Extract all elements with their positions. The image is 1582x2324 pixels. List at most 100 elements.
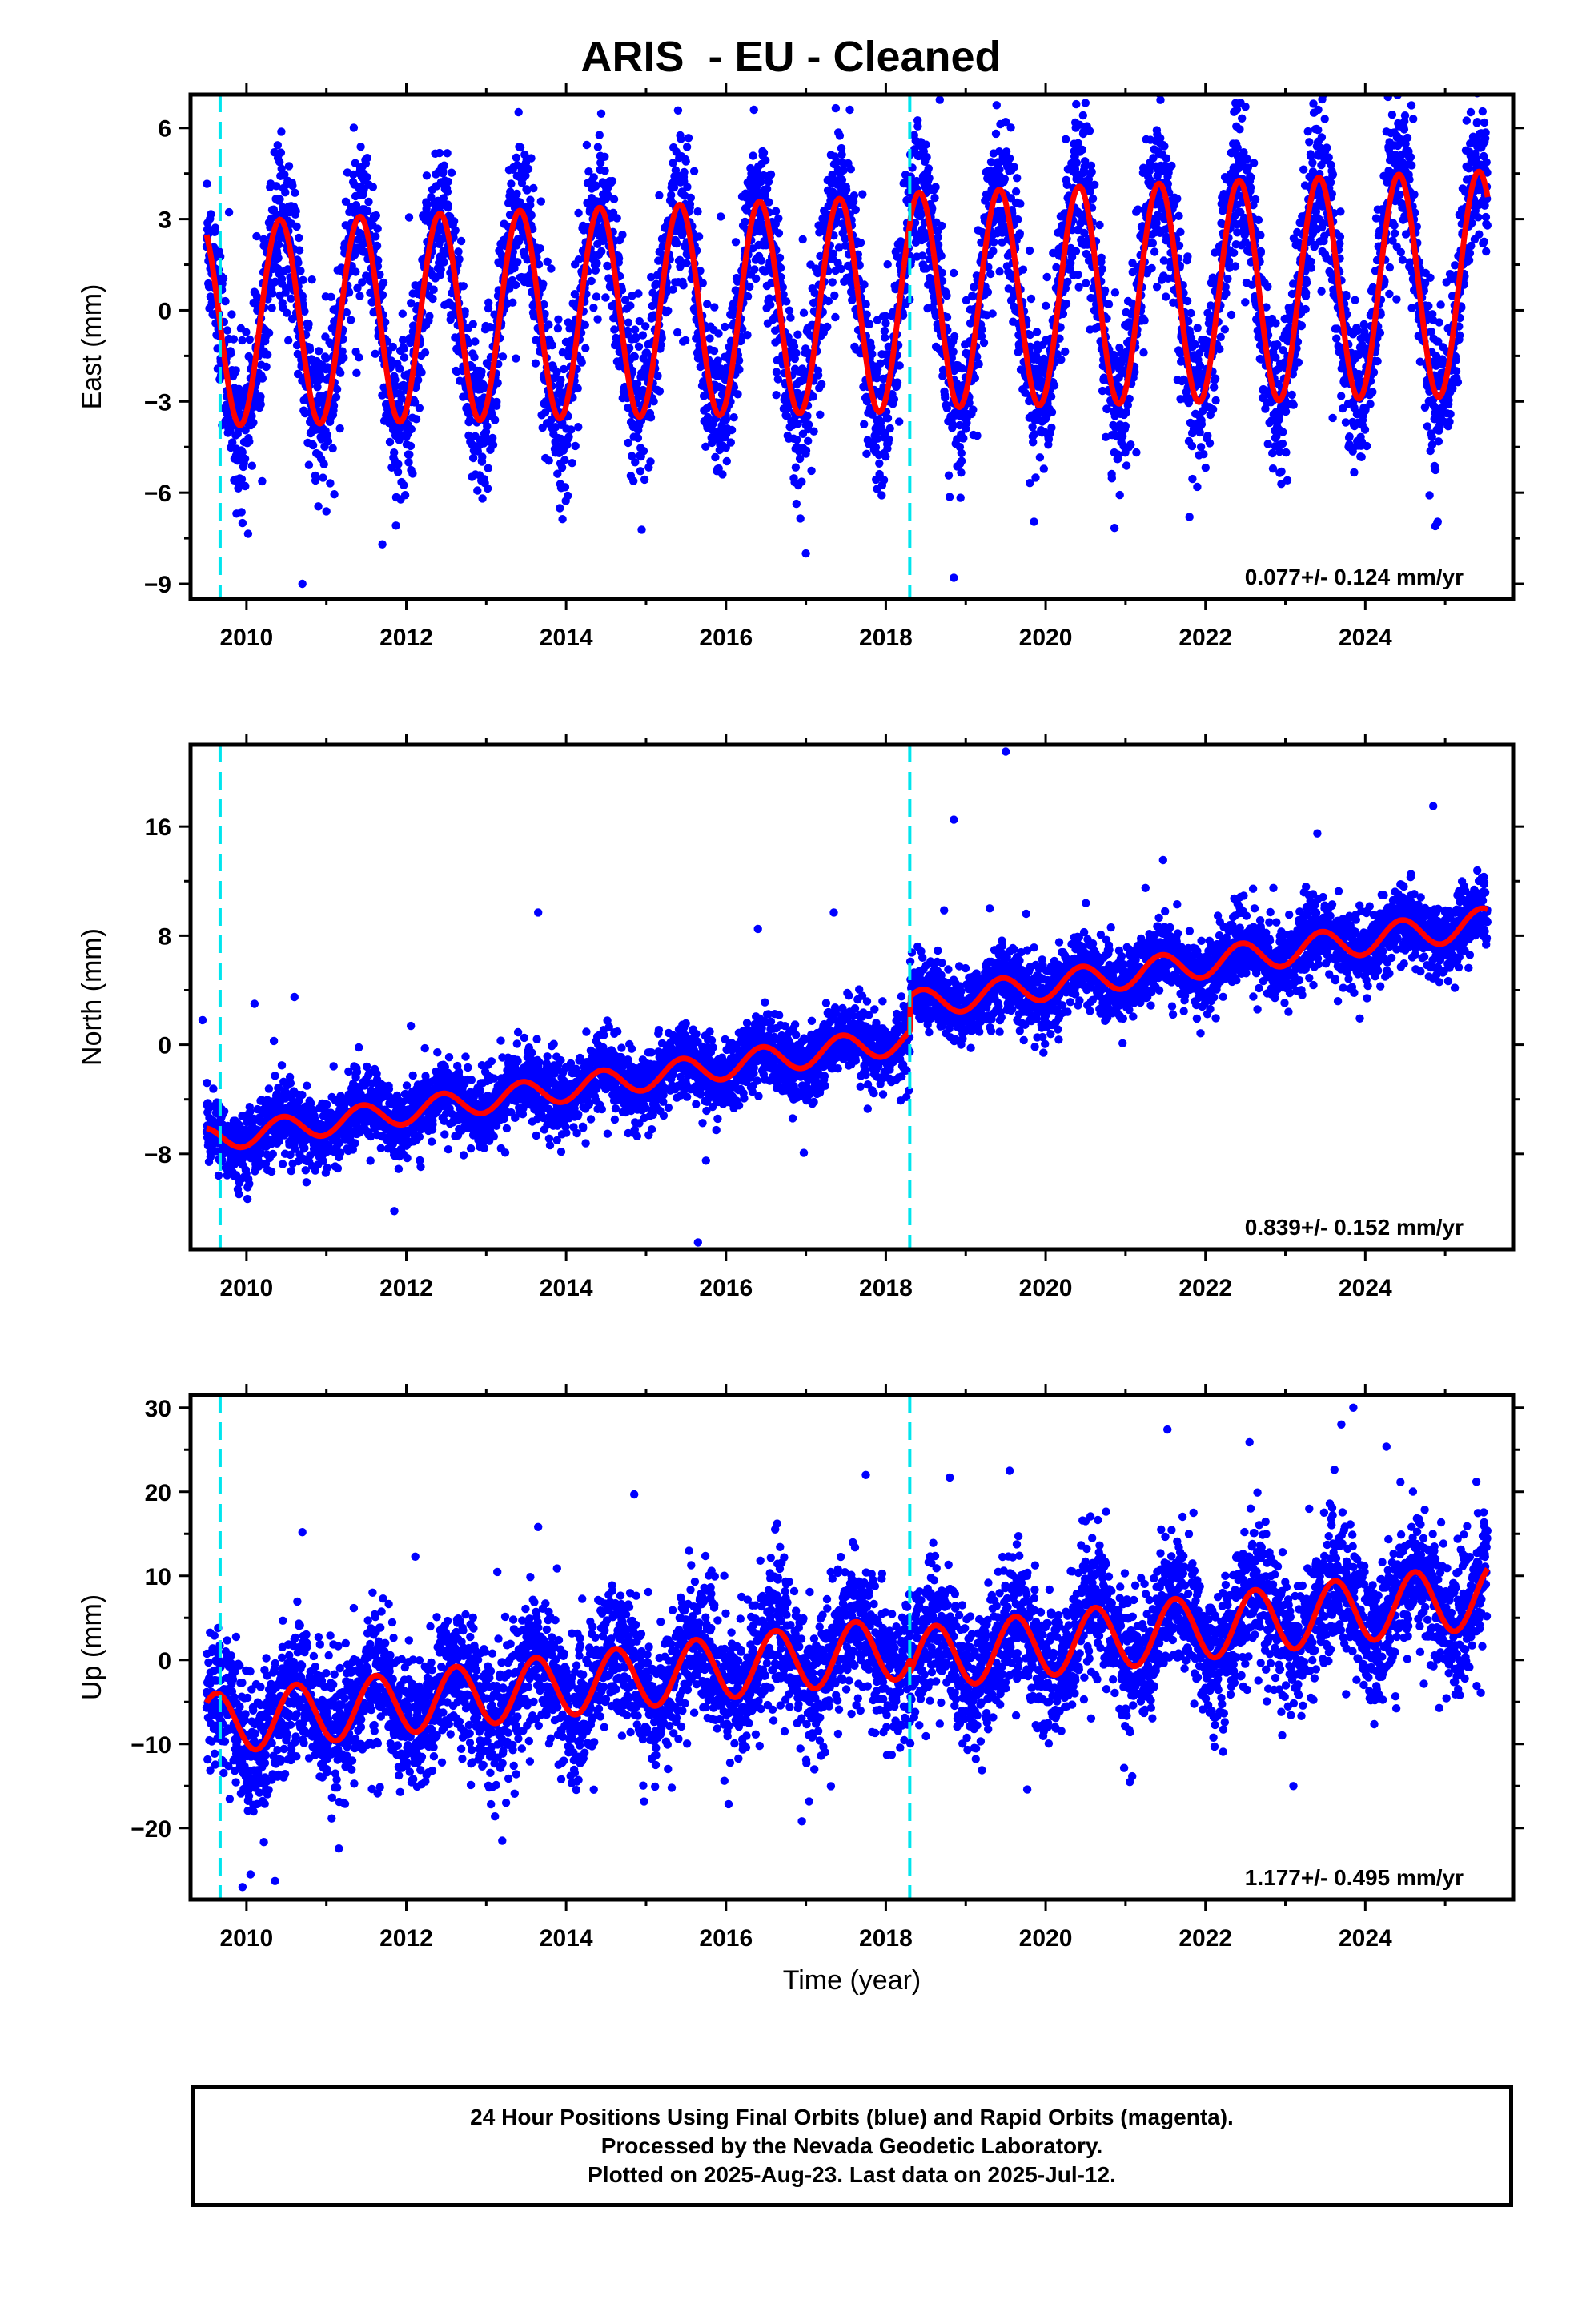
- data-point: [957, 456, 966, 465]
- data-point: [313, 383, 322, 392]
- data-point: [804, 436, 813, 445]
- data-point: [1078, 145, 1087, 155]
- data-point: [634, 342, 644, 351]
- data-point: [1148, 239, 1158, 247]
- data-point: [427, 193, 436, 202]
- data-point: [534, 260, 544, 269]
- data-point: [620, 296, 630, 304]
- data-point: [862, 310, 871, 319]
- data-point: [1110, 288, 1120, 297]
- data-point: [547, 264, 556, 273]
- data-point: [766, 170, 776, 179]
- data-point: [1229, 248, 1239, 257]
- data-point: [455, 255, 464, 263]
- data-point: [600, 167, 609, 175]
- data-point: [271, 182, 281, 191]
- data-point: [271, 277, 279, 286]
- data-point: [216, 252, 225, 261]
- data-point: [813, 371, 823, 380]
- data-point: [709, 346, 719, 356]
- data-point: [371, 211, 380, 220]
- data-point: [889, 395, 899, 404]
- data-point: [624, 438, 632, 448]
- data-point: [883, 414, 893, 423]
- data-point: [772, 368, 781, 376]
- data-point: [978, 325, 986, 334]
- data-point: [557, 463, 567, 472]
- data-point: [242, 328, 251, 336]
- data-point: [799, 308, 809, 317]
- data-point: [314, 502, 323, 511]
- data-point: [363, 173, 371, 182]
- data-point: [567, 425, 576, 434]
- data-point: [816, 410, 825, 419]
- data-point: [281, 188, 290, 197]
- data-point: [817, 380, 826, 388]
- data-point: [283, 308, 291, 317]
- data-point: [1287, 390, 1296, 400]
- data-point: [319, 460, 328, 468]
- data-point: [745, 282, 754, 292]
- data-point: [990, 238, 998, 247]
- data-point: [319, 473, 327, 482]
- data-point: [558, 515, 567, 524]
- data-point: [750, 265, 759, 274]
- data-point: [630, 325, 640, 334]
- data-point: [273, 141, 282, 150]
- data-point: [412, 415, 421, 424]
- data-point: [1095, 220, 1104, 230]
- data-point: [831, 312, 840, 322]
- data-point: [400, 480, 408, 489]
- data-point: [717, 212, 725, 221]
- data-point: [415, 404, 424, 412]
- data-point: [341, 197, 351, 206]
- data-point: [258, 476, 267, 486]
- data-point: [275, 158, 284, 167]
- data-point: [860, 280, 869, 289]
- data-point: [484, 304, 493, 313]
- data-point: [406, 441, 416, 451]
- data-point: [556, 504, 564, 513]
- data-point: [858, 190, 867, 199]
- data-point: [1150, 247, 1159, 256]
- data-point: [930, 193, 939, 203]
- data-point: [1183, 252, 1192, 261]
- data-point: [1147, 263, 1156, 273]
- data-point: [851, 205, 861, 215]
- data-point: [945, 493, 954, 501]
- data-point: [1072, 159, 1082, 167]
- data-point: [414, 376, 423, 384]
- data-point: [296, 267, 305, 275]
- data-point: [705, 334, 714, 343]
- data-point: [601, 293, 610, 302]
- data-point: [635, 316, 644, 326]
- data-point: [871, 443, 881, 452]
- data-point: [1006, 154, 1014, 163]
- data-point: [1222, 288, 1231, 298]
- data-point: [571, 441, 580, 451]
- data-point: [456, 236, 466, 246]
- data-point: [1173, 194, 1182, 203]
- data-point: [468, 453, 478, 463]
- data-point: [1081, 99, 1090, 107]
- data-point: [856, 238, 865, 247]
- data-point: [809, 427, 818, 436]
- data-point: [207, 210, 215, 219]
- data-point: [295, 246, 304, 255]
- data-point: [1238, 114, 1247, 123]
- data-point: [592, 292, 601, 301]
- data-point: [630, 352, 639, 361]
- data-point: [258, 374, 267, 383]
- data-point: [807, 466, 816, 476]
- data-point: [553, 324, 563, 333]
- data-point: [1211, 396, 1220, 405]
- data-point: [536, 244, 544, 253]
- data-point: [1026, 294, 1036, 304]
- data-point: [398, 309, 407, 318]
- data-point: [1215, 344, 1224, 354]
- data-point: [371, 349, 379, 358]
- data-point: [364, 197, 373, 207]
- data-point: [681, 157, 690, 166]
- data-point: [791, 463, 801, 472]
- data-point: [326, 479, 335, 488]
